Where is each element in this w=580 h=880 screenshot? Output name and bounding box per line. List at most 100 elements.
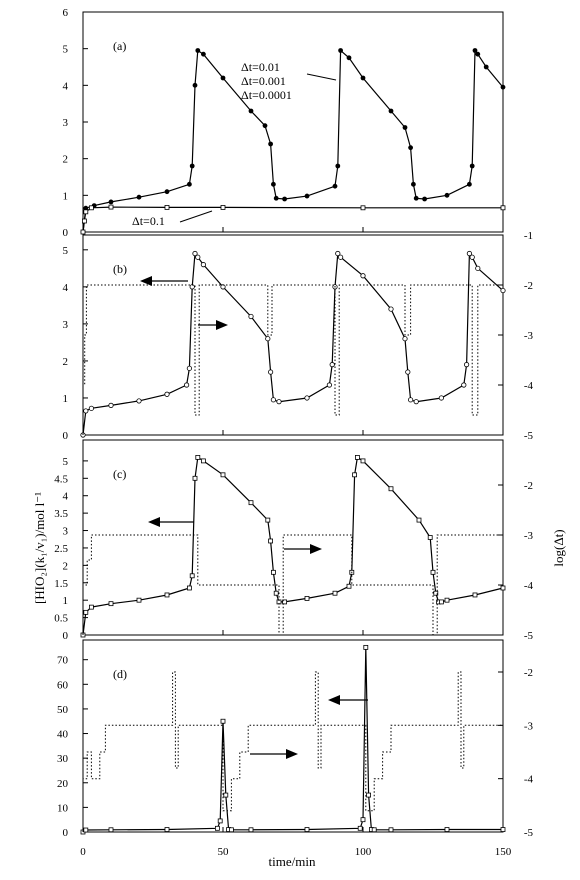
- data-point: [422, 196, 427, 202]
- data-point: [186, 365, 192, 371]
- arrow-left-d: [328, 695, 368, 705]
- right-tick-label: -5: [524, 827, 534, 839]
- y-tick-label: 30: [57, 753, 69, 765]
- right-tick-label: -2: [524, 667, 533, 679]
- right-tick-label: -4: [524, 774, 534, 786]
- data-point: [352, 472, 358, 478]
- data-point: [411, 181, 416, 187]
- y-tick-label: 4.5: [54, 473, 68, 485]
- right-tick-label: -5: [524, 430, 534, 442]
- data-point: [195, 48, 201, 53]
- data-point: [200, 262, 206, 268]
- data-point: [416, 517, 422, 523]
- panel-label: (b): [113, 262, 127, 276]
- data-point: [304, 827, 310, 832]
- x-tick-label: 50: [218, 846, 230, 858]
- data-point: [189, 573, 195, 579]
- data-point: [430, 569, 436, 575]
- data-point: [304, 193, 310, 199]
- data-point: [500, 205, 506, 211]
- data-point: [192, 82, 198, 88]
- data-point: [192, 475, 198, 481]
- y-tick-label: 1.5: [54, 578, 68, 590]
- data-point: [444, 597, 450, 603]
- y-tick-label: 1: [63, 595, 69, 607]
- panel-2: 0 0.5 1 1.5 2 2.5 3 3.5 4 4.5 5 -5 -4 -3 -2 (c): [54, 439, 534, 642]
- data-point: [80, 229, 86, 235]
- data-point: [276, 399, 282, 405]
- arrow-right-d: [250, 749, 298, 759]
- data-point: [304, 596, 310, 601]
- data-point: [366, 792, 372, 798]
- data-point: [265, 336, 271, 342]
- data-point: [413, 195, 419, 201]
- data-point: [136, 597, 142, 603]
- panel-label: (c): [113, 467, 126, 481]
- right-tick-label: -3: [524, 330, 534, 342]
- data-point: [304, 395, 310, 401]
- data-point: [108, 204, 114, 210]
- y-tick-label: 20: [57, 778, 69, 790]
- data-point: [220, 205, 226, 210]
- data-point: [83, 209, 89, 215]
- y-tick-label: 5: [63, 245, 69, 257]
- x-tick-label: 100: [355, 846, 372, 858]
- data-point: [89, 205, 94, 211]
- data-point: [270, 569, 276, 575]
- data-point: [388, 306, 394, 312]
- data-point: [388, 108, 394, 114]
- data-point: [108, 402, 114, 408]
- arrow-left-c: [148, 517, 194, 527]
- data-point: [248, 500, 254, 506]
- y-tick-label: 0: [63, 827, 69, 839]
- data-point: [360, 458, 366, 464]
- data-point: [469, 163, 475, 169]
- y-tick-label: 2: [63, 560, 69, 572]
- y-tick-label: 2: [63, 356, 69, 368]
- series-line-1: [82, 284, 503, 435]
- data-point: [248, 827, 254, 833]
- data-point: [438, 599, 444, 605]
- arrow-right-b: [198, 320, 228, 330]
- data-point: [89, 604, 94, 610]
- y-tick-label: 5: [63, 44, 69, 56]
- x-axis-title: time/min: [269, 854, 316, 869]
- data-point: [408, 145, 413, 151]
- annotation-dt-001: Δt=0.01: [241, 60, 280, 74]
- data-point: [354, 455, 360, 460]
- data-point: [186, 585, 192, 591]
- data-point: [83, 609, 89, 615]
- data-point: [214, 825, 220, 831]
- data-point: [466, 250, 472, 257]
- data-point: [282, 599, 288, 605]
- y-tick-label: 50: [57, 704, 69, 716]
- data-point: [108, 601, 114, 607]
- annotation-leader-a: [306, 73, 337, 81]
- y-tick-label: 4: [63, 282, 69, 294]
- data-point: [184, 382, 190, 388]
- data-point: [108, 827, 114, 833]
- plot-frame: [82, 234, 504, 436]
- x-tick-label: 150: [495, 846, 512, 858]
- data-point: [338, 48, 343, 53]
- data-point: [402, 125, 408, 130]
- data-point: [360, 205, 366, 211]
- annotation-leader-a2: [179, 210, 213, 223]
- data-point: [500, 84, 506, 90]
- data-point: [267, 369, 274, 375]
- data-point: [268, 538, 274, 544]
- data-point: [164, 592, 170, 598]
- data-point: [220, 472, 226, 478]
- data-point: [461, 382, 467, 388]
- y-tick-label: 3: [63, 319, 69, 331]
- data-point: [360, 75, 366, 81]
- data-point: [413, 399, 419, 405]
- data-point: [329, 362, 335, 368]
- right-tick-label: -3: [524, 530, 534, 542]
- data-point: [265, 517, 271, 523]
- data-point: [438, 395, 444, 401]
- series-line-0: [82, 48, 504, 233]
- data-point: [472, 48, 478, 53]
- annotation-dt-0001: Δt=0.001: [241, 74, 286, 88]
- data-point: [472, 592, 478, 598]
